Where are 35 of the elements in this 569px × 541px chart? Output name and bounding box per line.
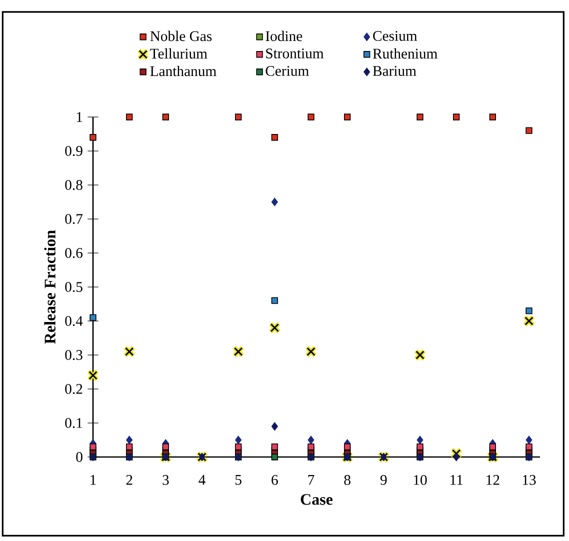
- legend-label: Lanthanum: [150, 66, 216, 76]
- legend-label: Cerium: [266, 66, 309, 76]
- y-tick-label: 0.3: [65, 350, 82, 360]
- legend-label: Strontium: [266, 48, 324, 58]
- x-axis-title: Case: [300, 494, 333, 505]
- y-tick-label: 0.4: [65, 316, 83, 326]
- x-tick-label: 3: [162, 475, 169, 485]
- legend-label: Ruthenium: [372, 48, 438, 59]
- y-tick-label: 0.2: [65, 384, 82, 394]
- x-tick-label: 6: [272, 475, 278, 485]
- x-tick-label: 13: [522, 475, 536, 485]
- legend-label: Iodine: [266, 30, 302, 42]
- x-tick-label: 1: [90, 475, 96, 485]
- y-axis-title: Release Fraction: [44, 230, 56, 344]
- y-tick-label: 0.1: [65, 418, 82, 428]
- y-tick-label: 0.7: [65, 214, 83, 224]
- x-tick-label: 2: [126, 475, 132, 485]
- y-tick-label: 0: [76, 452, 82, 462]
- x-tick-label: 12: [486, 475, 500, 485]
- x-tick-label: 8: [344, 475, 350, 485]
- x-tick-label: 5: [236, 475, 242, 485]
- y-tick-label: 0.9: [65, 146, 82, 156]
- y-tick-label: 0.6: [65, 248, 83, 258]
- x-tick-label: 11: [450, 475, 462, 485]
- y-tick-label: 1: [76, 112, 82, 122]
- y-tick-label: 0.5: [65, 282, 82, 292]
- x-tick-label: 7: [308, 475, 314, 485]
- x-tick-label: 9: [380, 475, 387, 485]
- legend-label: Cesium: [373, 31, 418, 41]
- legend-label: Barium: [372, 66, 416, 76]
- legend-label: Tellurium: [150, 48, 208, 59]
- legend-label: Noble Gas: [150, 30, 212, 42]
- x-tick-label: 10: [414, 475, 427, 485]
- y-tick-label: 0.8: [65, 180, 82, 190]
- x-tick-label: 4: [198, 475, 206, 485]
